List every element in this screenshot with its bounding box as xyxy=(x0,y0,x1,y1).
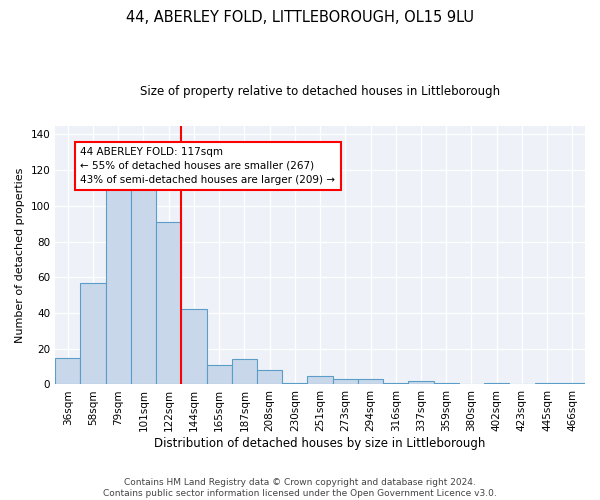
Text: 44, ABERLEY FOLD, LITTLEBOROUGH, OL15 9LU: 44, ABERLEY FOLD, LITTLEBOROUGH, OL15 9L… xyxy=(126,10,474,25)
Bar xyxy=(434,382,459,384)
Bar xyxy=(282,382,307,384)
Bar xyxy=(535,382,560,384)
Bar xyxy=(106,176,131,384)
Bar xyxy=(383,382,409,384)
Bar xyxy=(409,381,434,384)
Bar xyxy=(307,376,332,384)
Bar xyxy=(257,370,282,384)
Bar xyxy=(560,382,585,384)
Y-axis label: Number of detached properties: Number of detached properties xyxy=(15,168,25,342)
Bar xyxy=(232,360,257,384)
X-axis label: Distribution of detached houses by size in Littleborough: Distribution of detached houses by size … xyxy=(154,437,486,450)
Bar xyxy=(358,379,383,384)
Text: Contains HM Land Registry data © Crown copyright and database right 2024.
Contai: Contains HM Land Registry data © Crown c… xyxy=(103,478,497,498)
Bar xyxy=(206,365,232,384)
Bar xyxy=(131,174,156,384)
Title: Size of property relative to detached houses in Littleborough: Size of property relative to detached ho… xyxy=(140,85,500,98)
Bar xyxy=(181,310,206,384)
Text: 44 ABERLEY FOLD: 117sqm
← 55% of detached houses are smaller (267)
43% of semi-d: 44 ABERLEY FOLD: 117sqm ← 55% of detache… xyxy=(80,147,335,185)
Bar xyxy=(332,379,358,384)
Bar xyxy=(484,382,509,384)
Bar xyxy=(156,222,181,384)
Bar xyxy=(80,282,106,384)
Bar xyxy=(55,358,80,384)
